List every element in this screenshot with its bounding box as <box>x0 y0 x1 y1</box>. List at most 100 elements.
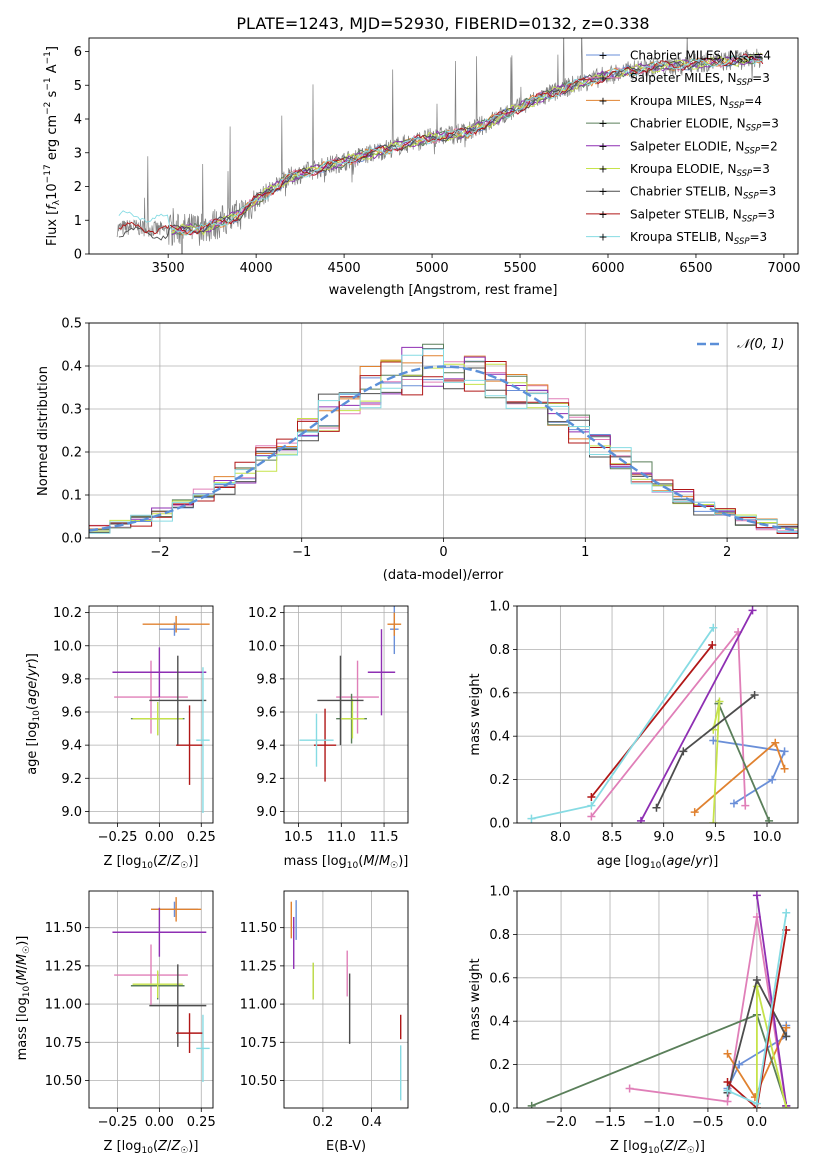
y-tick-label: 10.75 <box>45 1036 82 1051</box>
legend-marker: + <box>598 94 607 107</box>
x-tick-label: 5000 <box>416 261 449 276</box>
y-tick-label: 9.2 <box>256 772 277 787</box>
x-tick-label: 3500 <box>152 261 185 276</box>
weight-point <box>709 736 718 745</box>
axes-frame <box>88 890 214 1109</box>
x-tick-label: −0.25 <box>98 1115 138 1130</box>
x-tick-label: −1.5 <box>594 1115 626 1130</box>
x-tick-label: −2.0 <box>545 1115 577 1130</box>
weight-point <box>765 816 774 823</box>
x-tick-label: −2 <box>150 545 169 560</box>
figure-title: PLATE=1243, MJD=52930, FIBERID=0132, z=0… <box>236 14 649 33</box>
x-tick-label: −0.25 <box>98 830 138 845</box>
legend-label: Kroupa MILES, NSSP=4 <box>630 94 762 111</box>
weight-point <box>780 747 789 756</box>
weight-point <box>735 1060 744 1069</box>
panel-age_vs_Z: −0.25 0.00 0.25 9.0 9.2 9.4 9.6 9.8 10.0 10.2 Z [l… <box>25 605 216 871</box>
y-tick-label: 9.2 <box>61 772 82 787</box>
y-tick-label: 0.4 <box>61 360 82 375</box>
y-axis-label: Flux [fλ10−17 erg cm−2 s−1 A−1] <box>43 46 62 246</box>
weight-point <box>771 738 780 747</box>
legend-marker: + <box>598 72 607 85</box>
x-tick-label: 2 <box>723 545 731 560</box>
x-tick-label: −0.5 <box>692 1115 724 1130</box>
weight-point <box>729 799 738 808</box>
weight-point <box>750 690 759 699</box>
x-axis-label: mass [log10(M/M☉)] <box>284 854 409 871</box>
weight-point <box>527 1101 536 1108</box>
legend-marker: + <box>598 117 607 130</box>
x-tick-label: 11.0 <box>327 830 356 845</box>
x-axis-label: Z [log10(Z/Z☉)] <box>610 1139 705 1156</box>
weight-point <box>741 801 750 810</box>
weight-point <box>748 606 757 615</box>
x-tick-label: 11.5 <box>370 830 399 845</box>
x-tick-label: 0.00 <box>145 1115 174 1130</box>
plot-area <box>112 897 210 1083</box>
y-tick-label: 9.0 <box>61 805 82 820</box>
y-tick-label: 10.2 <box>248 606 277 621</box>
y-tick-label: 0.0 <box>489 1102 510 1117</box>
y-tick-label: 0.0 <box>489 817 510 832</box>
weight-point <box>723 1086 732 1095</box>
weight-point <box>723 1077 732 1086</box>
x-tick-label: 0.00 <box>145 830 174 845</box>
y-tick-label: 0.3 <box>61 403 82 418</box>
weight-point <box>587 801 596 810</box>
y-axis-label: mass weight <box>468 673 483 755</box>
axes-frame <box>283 605 409 824</box>
model-line-kroupa-stelib <box>118 55 764 236</box>
x-tick-label: 0.25 <box>187 830 216 845</box>
weight-point <box>587 792 596 801</box>
y-axis-label: age [log10(age/yr)] <box>25 653 42 775</box>
x-tick-label: 0 <box>439 545 447 560</box>
x-tick-label: 9.5 <box>705 830 726 845</box>
panel-weight_vs_Z: −2.0 −1.5 −1.0 −0.5 0.0 0.0 0.2 0.4 0.6 0.8 1.0 Z [… <box>468 885 799 1156</box>
x-axis-label: wavelength [Angstrom, rest frame] <box>329 283 558 298</box>
legend-marker: + <box>598 140 607 153</box>
weight-point <box>752 1099 761 1108</box>
plot-area <box>290 900 402 1101</box>
y-tick-label: 10.75 <box>240 1036 277 1051</box>
x-tick-label: 4500 <box>328 261 361 276</box>
x-tick-label: 0.2 <box>313 1115 334 1130</box>
y-tick-label: 11.00 <box>240 998 277 1013</box>
weight-point <box>768 775 777 784</box>
legend-label: Salpeter ELODIE, NSSP=2 <box>630 139 778 156</box>
x-tick-label: 9.0 <box>653 830 674 845</box>
x-tick-label: 0.25 <box>187 1115 216 1130</box>
model-line-salpeter-stelib <box>118 53 764 236</box>
axes-frame <box>516 605 799 824</box>
model-line-salpeter-elodie <box>171 52 764 236</box>
weight-line-chabrier-miles <box>713 739 786 805</box>
y-tick-label: 9.8 <box>61 672 82 687</box>
y-tick-label: 0.2 <box>489 1058 510 1073</box>
x-axis-label: age [log10(age/yr)] <box>597 854 719 871</box>
x-tick-label: 5500 <box>503 261 536 276</box>
x-tick-label: 6000 <box>591 261 624 276</box>
weight-point <box>752 891 761 900</box>
weight-point <box>752 975 761 984</box>
panel-weight_vs_age: 8.0 8.5 9.0 9.5 10.0 0.0 0.2 0.4 0.6 0.8 1.0 age [l… <box>468 600 799 871</box>
plot-area <box>116 38 764 254</box>
x-tick-label: 6500 <box>679 261 712 276</box>
weight-line-kroupa-stelib <box>531 627 715 820</box>
x-tick-label: −1 <box>292 545 311 560</box>
y-tick-label: 0.6 <box>489 686 510 701</box>
y-tick-label: 0.1 <box>61 489 82 504</box>
x-tick-label: 7000 <box>767 261 800 276</box>
y-tick-label: 2 <box>74 180 82 195</box>
plot-area <box>89 343 798 538</box>
axes-frame <box>88 605 214 824</box>
x-tick-label: 4000 <box>240 261 273 276</box>
y-tick-label: 6 <box>74 45 82 60</box>
y-axis-label: Normed distribution <box>36 366 51 496</box>
plot-area <box>112 615 210 814</box>
panel-age_vs_mass: 10.5 11.0 11.5 9.0 9.2 9.4 9.6 9.8 10.0 10.2 mass … <box>248 605 409 871</box>
legend-marker: + <box>598 49 607 62</box>
y-tick-label: 9.6 <box>256 706 277 721</box>
weight-point <box>709 623 718 632</box>
legend-label: Salpeter MILES, NSSP=3 <box>630 71 770 88</box>
weight-point <box>723 1097 732 1106</box>
